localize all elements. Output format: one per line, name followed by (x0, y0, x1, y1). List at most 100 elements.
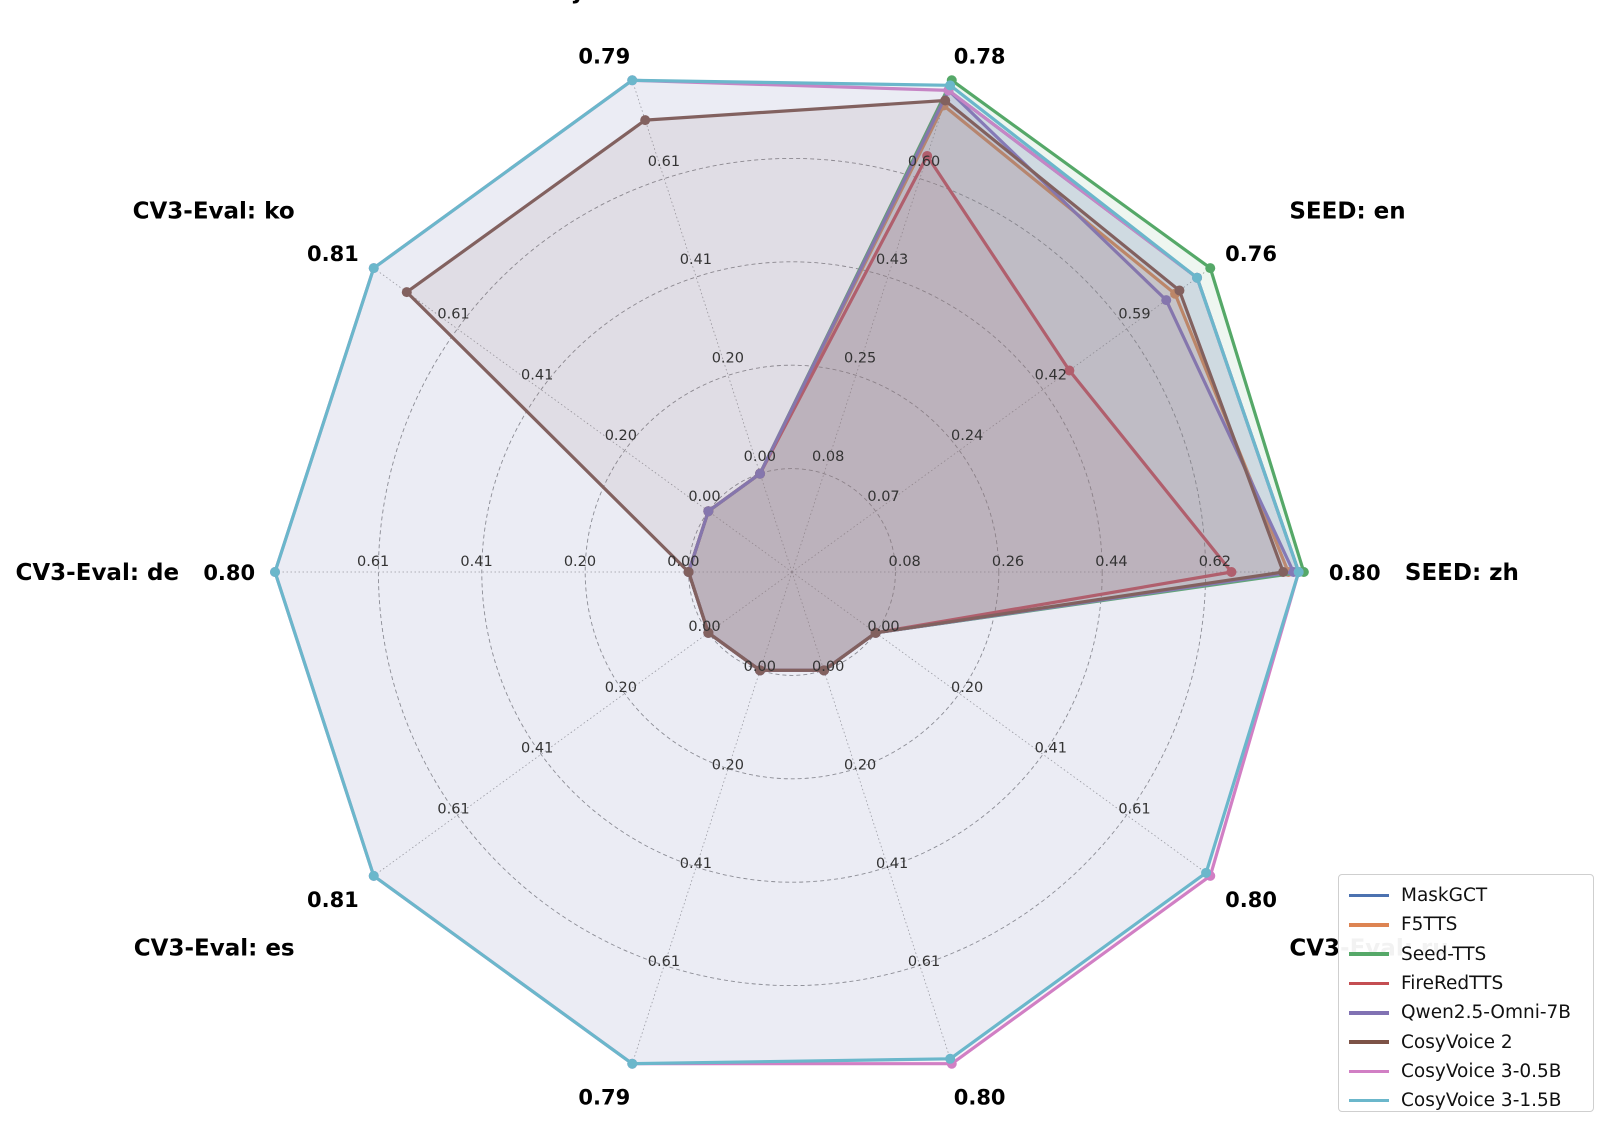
data-point (627, 1058, 638, 1069)
legend-item: Seed-TTS (1349, 940, 1583, 969)
series-area (275, 80, 1299, 1064)
tick-label: 0.61 (437, 801, 469, 817)
data-point (368, 870, 379, 881)
axis-max-label: 0.81 (307, 888, 359, 912)
tick-label: 0.59 (1118, 307, 1150, 323)
tick-label: 0.00 (744, 449, 776, 465)
tick-label: 0.20 (844, 758, 876, 774)
axis-max-label: 0.80 (954, 1085, 1006, 1109)
tick-label: 0.20 (605, 428, 637, 444)
tick-label: 0.08 (888, 554, 920, 570)
tick-label: 0.41 (521, 367, 553, 383)
axis-name: CV3-Eval: ja (442, 0, 597, 5)
tick-label: 0.61 (437, 307, 469, 323)
axis-max-label: 0.80 (1225, 888, 1277, 912)
legend-label: F5TTS (1401, 914, 1458, 936)
tick-label: 0.43 (876, 252, 908, 268)
legend-label: FireRedTTS (1401, 973, 1504, 995)
legend-label: CosyVoice 3-0.5B (1401, 1060, 1562, 1082)
axis-name: SEED: zh (1405, 560, 1519, 586)
series-area (688, 80, 1304, 671)
data-point (940, 95, 951, 106)
legend-item: CosyVoice 3-1.5B (1349, 1086, 1583, 1115)
data-point (945, 80, 956, 91)
axis-max-label: 0.80 (203, 561, 255, 585)
legend-swatch (1349, 981, 1389, 986)
data-point (368, 263, 379, 274)
tick-label: 0.26 (992, 554, 1024, 570)
tick-label: 0.20 (951, 680, 983, 696)
legend-label: CosyVoice 2 (1401, 1031, 1513, 1053)
data-point (1174, 285, 1185, 296)
series-area (688, 155, 1232, 671)
tick-label: 0.61 (357, 554, 389, 570)
legend-swatch (1349, 923, 1389, 927)
tick-label: 0.61 (648, 954, 680, 970)
tick-label: 0.61 (908, 954, 940, 970)
tick-label: 0.41 (680, 252, 712, 268)
axis-max-label: 0.78 (954, 45, 1006, 69)
grid-circle (584, 364, 1000, 780)
legend-item: CosyVoice 2 (1349, 1027, 1583, 1056)
tick-label: 0.00 (688, 489, 720, 505)
tick-label: 0.42 (1035, 367, 1067, 383)
data-point (755, 468, 766, 479)
tick-label: 0.41 (680, 856, 712, 872)
tick-label: 0.00 (688, 619, 720, 635)
tick-label: 0.00 (812, 659, 844, 675)
radar-grid (275, 80, 1309, 1064)
data-point (922, 150, 933, 161)
data-point (1201, 867, 1212, 878)
data-point (1226, 567, 1237, 577)
series-area (688, 90, 1299, 671)
legend-item: CosyVoice 3-0.5B (1349, 1057, 1583, 1086)
tick-label: 0.41 (876, 856, 908, 872)
tick-label: 0.44 (1095, 554, 1127, 570)
data-point (270, 567, 280, 577)
tick-label: 0.00 (667, 554, 699, 570)
tick-label: 0.20 (712, 350, 744, 366)
tick-label: 0.61 (648, 154, 680, 170)
data-point (818, 665, 829, 676)
data-point (627, 75, 638, 86)
data-point (703, 506, 714, 517)
axis-max-label: 0.76 (1225, 242, 1277, 266)
legend-swatch (1349, 1098, 1389, 1103)
radar-series (270, 75, 1309, 1069)
data-point (870, 627, 881, 638)
grid-circle (377, 157, 1207, 987)
tick-label: 0.20 (564, 554, 596, 570)
tick-label: 0.61 (1118, 801, 1150, 817)
legend-item: F5TTS (1349, 910, 1583, 939)
legend-swatch (1349, 952, 1389, 956)
series-area (275, 80, 1299, 1064)
data-point (683, 567, 694, 577)
tick-label: 0.00 (867, 619, 899, 635)
tick-label: 0.20 (605, 680, 637, 696)
data-point (1293, 567, 1304, 577)
tick-label: 0.25 (844, 350, 876, 366)
tick-label: 0.00 (744, 659, 776, 675)
tick-label: 0.62 (1199, 554, 1231, 570)
axis-name: CV3-Eval: es (134, 936, 295, 962)
tick-label: 0.41 (460, 554, 492, 570)
axis-name: SEED: hard (987, 0, 1131, 5)
tick-label: 0.24 (951, 428, 983, 444)
data-point (1278, 567, 1289, 577)
data-point (401, 287, 412, 298)
data-point (1161, 295, 1172, 306)
axis-max-label: 0.79 (578, 45, 630, 69)
data-point (1064, 365, 1075, 376)
legend-swatch (1349, 1011, 1389, 1015)
tick-label: 0.20 (712, 758, 744, 774)
radar-labels: 0.08 0.26 0.44 0.62 0.07 0.24 0.42 0.59 0.08 0.25… (16, 0, 1519, 1109)
tick-label: 0.08 (812, 449, 844, 465)
tick-label: 0.41 (1035, 741, 1067, 757)
axis-name: CV3-Eval: ko (133, 198, 295, 224)
legend-swatch (1349, 1040, 1389, 1044)
data-point (1192, 272, 1203, 283)
tick-label: 0.60 (908, 154, 940, 170)
tick-label: 0.41 (521, 741, 553, 757)
legend-label: MaskGCT (1401, 885, 1488, 907)
